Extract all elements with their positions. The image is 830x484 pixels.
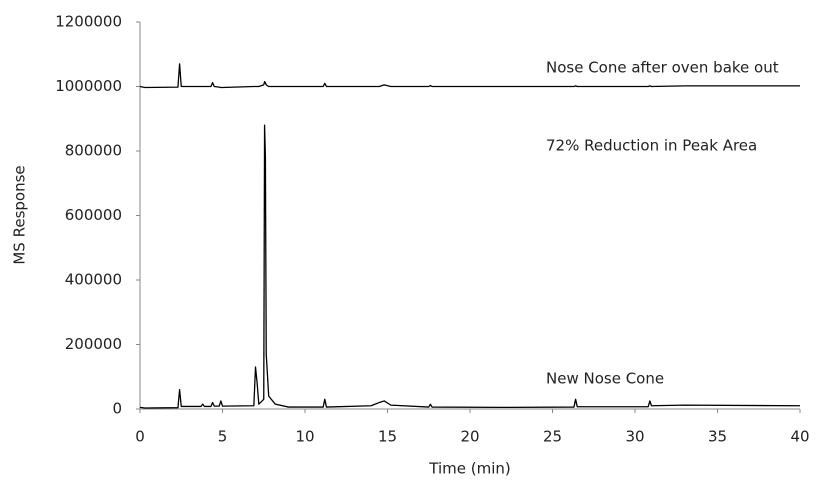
y-tick-label: 200000 [65, 335, 122, 353]
y-tick-label: 800000 [65, 142, 122, 160]
x-tick-label: 10 [295, 428, 314, 446]
x-tick-label: 40 [790, 428, 809, 446]
y-tick-label: 400000 [65, 271, 122, 289]
y-tick-label: 1200000 [55, 13, 122, 31]
series-line [139, 124, 801, 409]
x-axis-title: Time (min) [428, 460, 510, 478]
y-tick-label: 600000 [65, 206, 122, 224]
y-axis-title: MS Response [11, 165, 29, 264]
x-tick-label: 5 [218, 428, 228, 446]
x-tick-label: 15 [378, 428, 397, 446]
x-tick-label: 0 [135, 428, 145, 446]
x-tick-label: 20 [460, 428, 479, 446]
y-tick-label: 0 [112, 400, 122, 418]
x-tick-label: 25 [543, 428, 562, 446]
annotation: New Nose Cone [546, 370, 664, 388]
x-tick-label: 30 [625, 428, 644, 446]
annotation: 72% Reduction in Peak Area [546, 137, 757, 155]
y-tick-label: 1000000 [55, 77, 122, 95]
x-tick-label: 35 [708, 428, 727, 446]
series-line [139, 63, 800, 89]
annotation: Nose Cone after oven bake out [546, 59, 779, 77]
